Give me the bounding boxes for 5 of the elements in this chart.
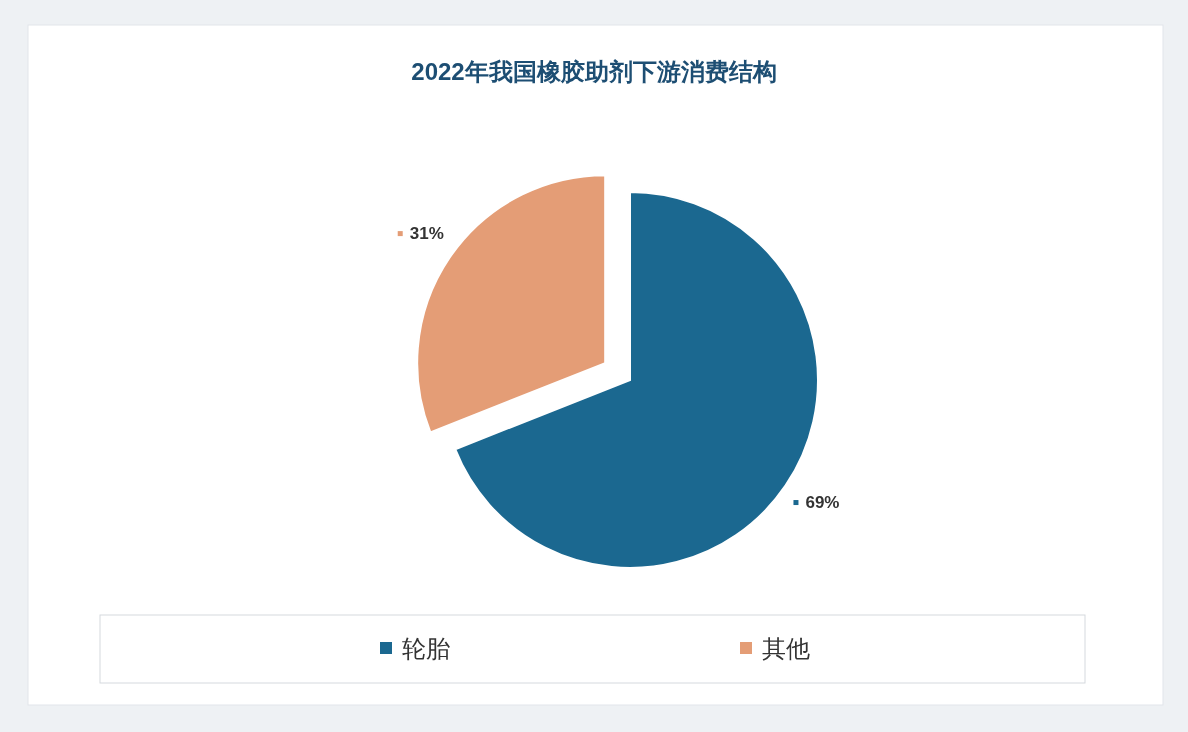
data-label: 31% — [409, 224, 444, 244]
legend-label: 其他 — [762, 635, 810, 662]
data-label: 69% — [805, 493, 840, 513]
legend-label: 轮胎 — [402, 635, 450, 662]
chart-title: 2022年我国橡胶助剂下游消费结构 — [411, 58, 777, 85]
